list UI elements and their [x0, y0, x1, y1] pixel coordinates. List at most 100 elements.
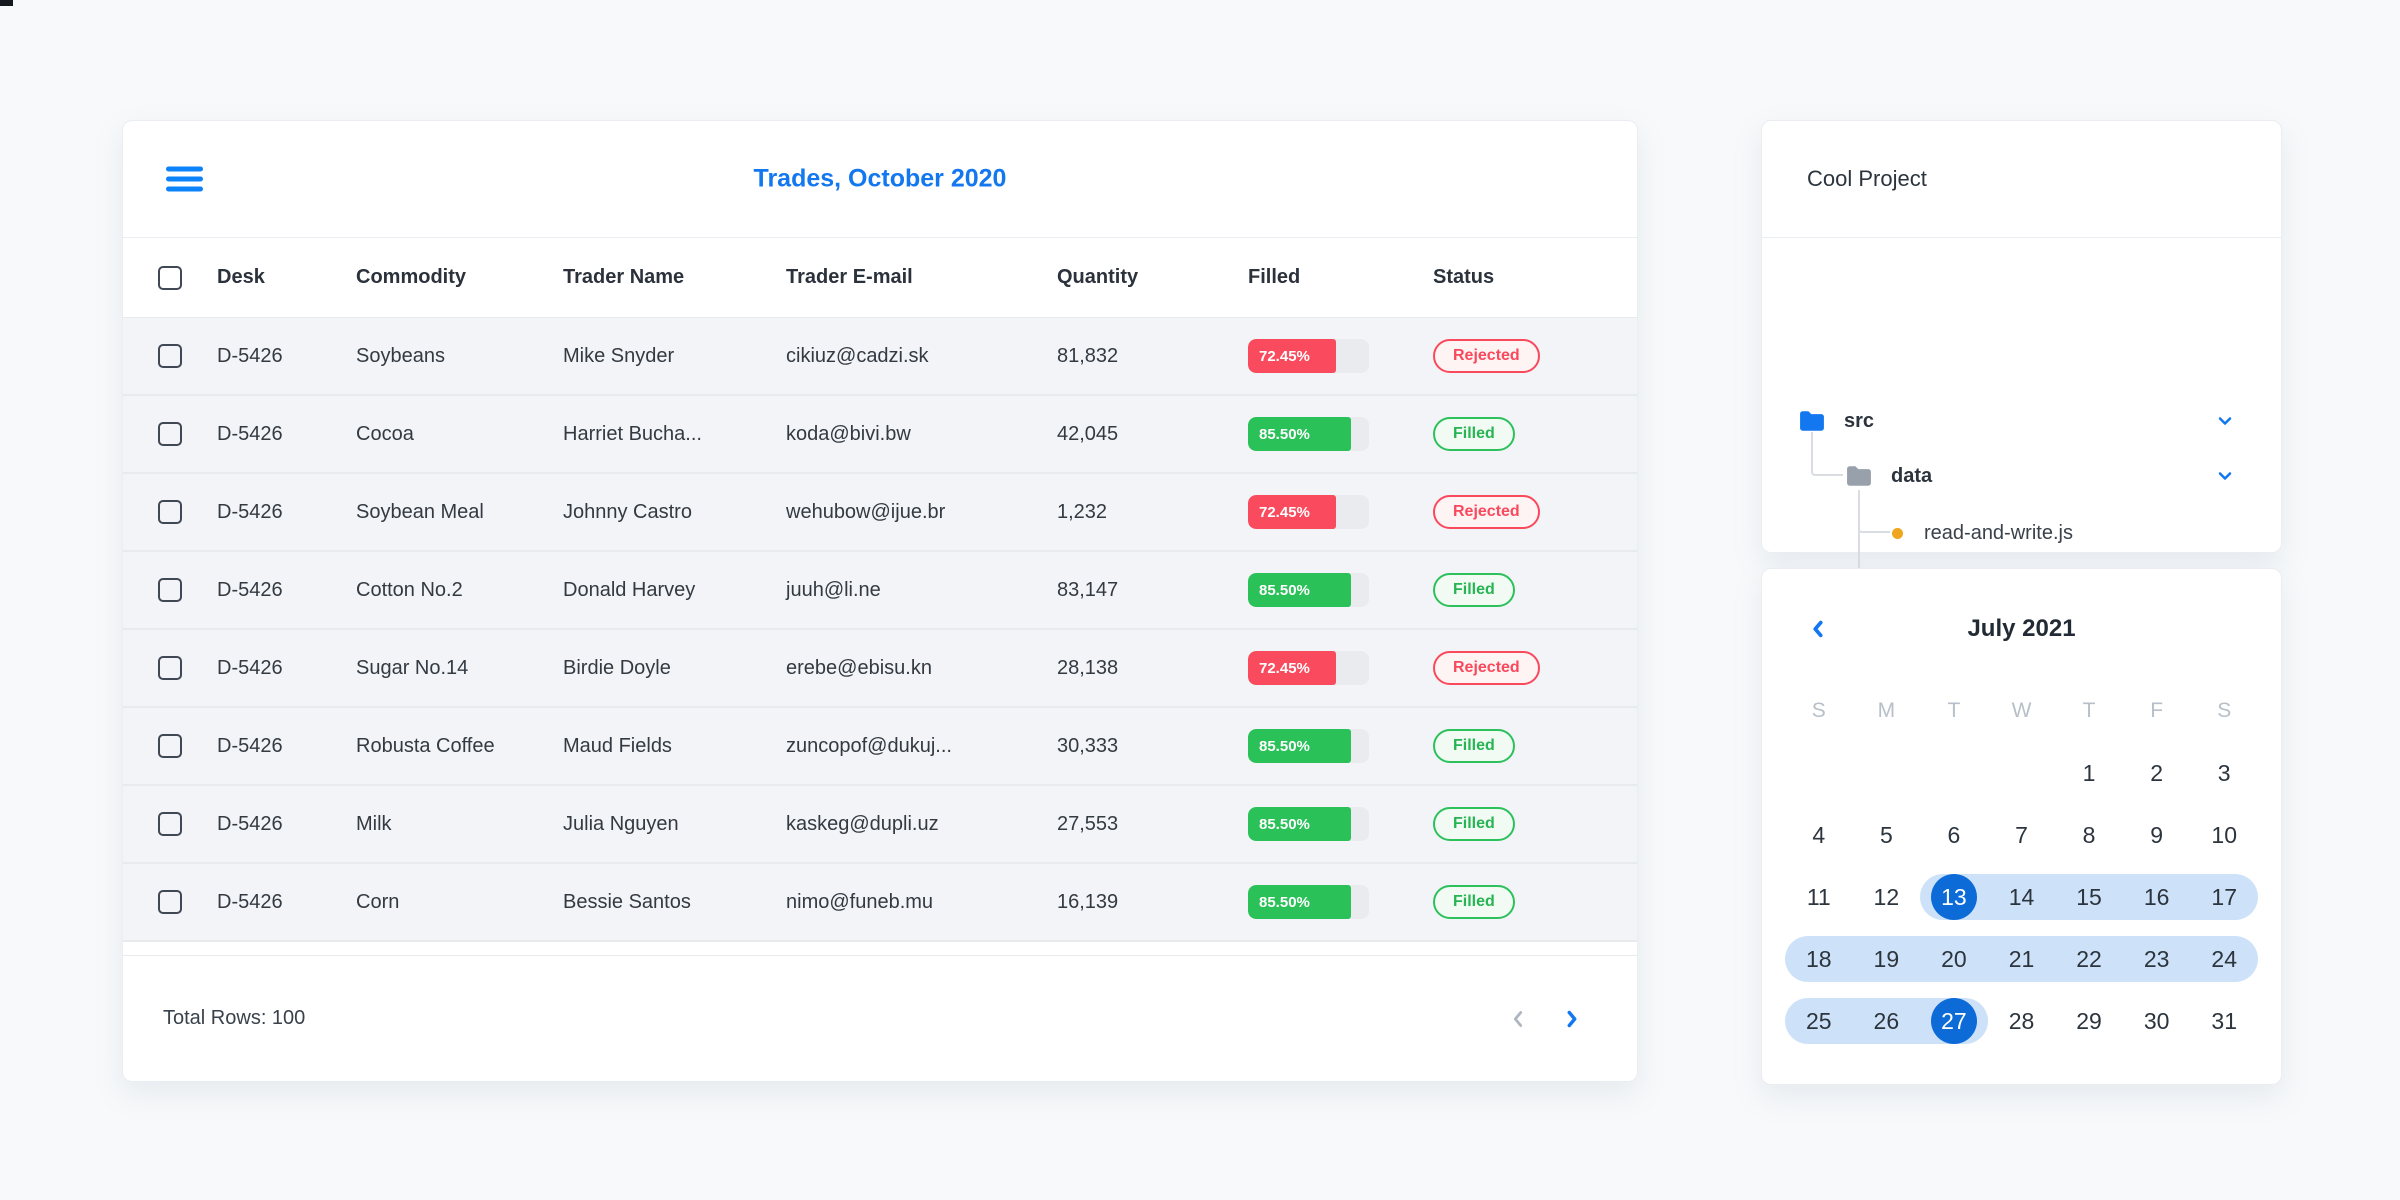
calendar-day[interactable]: 17 — [2190, 866, 2258, 928]
trades-card-title: Trades, October 2020 — [753, 164, 1007, 193]
calendar-week-row: 18 19 20 21 22 23 24 — [1785, 928, 2258, 990]
table-row: D-5426 Cotton No.2 Donald Harvey juuh@li… — [123, 552, 1637, 630]
calendar-day[interactable]: 2 — [2150, 759, 2164, 786]
filled-bar-fill: 72.45% — [1248, 495, 1336, 529]
cell-trader-name: Johnny Castro — [563, 500, 692, 523]
calendar-day[interactable]: 15 — [2055, 866, 2123, 928]
row-checkbox[interactable] — [158, 344, 182, 368]
calendar-day[interactable]: 27 — [1920, 990, 1988, 1052]
table-row: D-5426 Milk Julia Nguyen kaskeg@dupli.uz… — [123, 786, 1637, 864]
column-header-trader-name: Trader Name — [563, 266, 685, 288]
cell-desk: D-5426 — [217, 578, 283, 601]
column-header-commodity: Commodity — [356, 266, 466, 288]
filled-bar-fill: 85.50% — [1248, 417, 1352, 451]
tree-node-label[interactable]: data — [1891, 464, 1933, 487]
cell-desk: D-5426 — [217, 344, 283, 367]
row-checkbox[interactable] — [158, 734, 182, 758]
next-page-button[interactable] — [1559, 1006, 1585, 1032]
calendar-grid: 1 2 3 4 5 6 7 8 9 10 11 12 13 14 15 16 1… — [1762, 742, 2281, 1052]
chevron-down-icon[interactable] — [2215, 411, 2235, 431]
cell-commodity: Corn — [356, 890, 400, 913]
cell-desk: D-5426 — [217, 812, 283, 835]
calendar-day[interactable]: 21 — [1987, 928, 2056, 990]
filled-progress-bar: 85.50% — [1248, 573, 1369, 607]
calendar-day[interactable]: 20 — [1920, 928, 1988, 990]
calendar-day[interactable]: 16 — [2122, 866, 2191, 928]
calendar-week-row: 4 5 6 7 8 9 10 — [1785, 804, 2258, 866]
calendar-day[interactable]: 26 — [1852, 990, 1921, 1052]
calendar-day[interactable]: 12 — [1873, 883, 1900, 910]
cell-quantity: 27,553 — [1057, 812, 1119, 835]
weekday-label: F — [2150, 699, 2164, 722]
calendar-day[interactable]: 18 — [1785, 928, 1853, 990]
cell-trader-email: koda@bivi.bw — [786, 422, 911, 445]
table-row: D-5426 Soybeans Mike Snyder cikiuz@cadzi… — [123, 318, 1637, 396]
tree-node-data[interactable]: data — [1762, 453, 2281, 499]
calendar-day[interactable]: 23 — [2122, 928, 2191, 990]
calendar-day[interactable]: 3 — [2217, 759, 2231, 786]
select-all-checkbox[interactable] — [158, 265, 182, 290]
folder-icon — [1846, 465, 1872, 487]
calendar-header: July 2021 — [1762, 569, 2281, 689]
filled-progress-bar: 72.45% — [1248, 651, 1369, 685]
calendar-week-row: 11 12 13 14 15 16 17 — [1785, 866, 2258, 928]
calendar-day[interactable]: 8 — [2082, 821, 2096, 848]
calendar-day[interactable]: 11 — [1806, 883, 1831, 910]
row-checkbox[interactable] — [158, 812, 182, 836]
calendar-day[interactable]: 31 — [2211, 1007, 2237, 1034]
row-checkbox[interactable] — [158, 656, 182, 680]
project-card: Cool Project src data — [1761, 120, 2282, 601]
calendar-day[interactable]: 14 — [1987, 866, 2056, 928]
menu-hamburger-icon[interactable] — [166, 166, 203, 192]
cell-trader-name: Mike Snyder — [563, 344, 675, 367]
trades-card: Trades, October 2020 Desk Commodity Trad… — [122, 120, 1638, 1082]
row-checkbox[interactable] — [158, 890, 182, 914]
screen-artifact — [0, 0, 13, 6]
total-rows-label: Total Rows: 100 — [163, 1007, 306, 1029]
status-badge: Filled — [1433, 729, 1515, 763]
cell-commodity: Robusta Coffee — [356, 734, 495, 757]
calendar-day[interactable]: 10 — [2211, 821, 2237, 848]
calendar-day[interactable]: 9 — [2150, 821, 2164, 848]
calendar-day[interactable]: 29 — [2076, 1007, 2102, 1034]
calendar-day[interactable]: 24 — [2190, 928, 2258, 990]
calendar-day[interactable]: 7 — [2015, 821, 2028, 848]
calendar-day — [1853, 742, 1921, 804]
calendar-day[interactable]: 28 — [2008, 1007, 2035, 1034]
tree-file-read-and-write[interactable]: read-and-write.js — [1762, 510, 2281, 556]
calendar-day[interactable]: 22 — [2055, 928, 2123, 990]
calendar-day[interactable]: 13 — [1920, 866, 1988, 928]
tree-file-label[interactable]: read-and-write.js — [1924, 521, 2073, 544]
calendar-day[interactable]: 25 — [1785, 990, 1853, 1052]
calendar-day[interactable]: 5 — [1879, 821, 1893, 848]
row-checkbox[interactable] — [158, 422, 182, 446]
row-checkbox[interactable] — [158, 500, 182, 524]
cell-trader-name: Maud Fields — [563, 734, 672, 757]
calendar-day[interactable]: 4 — [1812, 821, 1826, 848]
tree-node-label[interactable]: src — [1844, 409, 1875, 432]
filled-bar-fill: 85.50% — [1248, 729, 1352, 763]
tree-node-src[interactable]: src — [1762, 398, 2281, 444]
cell-trader-name: Birdie Doyle — [563, 656, 671, 679]
cell-quantity: 1,232 — [1057, 500, 1108, 523]
chevron-down-icon[interactable] — [2215, 466, 2235, 486]
column-header-quantity: Quantity — [1057, 266, 1139, 288]
calendar-day[interactable]: 1 — [2082, 759, 2096, 786]
chevron-left-icon — [1813, 620, 1823, 638]
calendar-day[interactable]: 19 — [1852, 928, 1921, 990]
calendar-day — [1920, 742, 1988, 804]
table-bottom-spacer — [123, 942, 1637, 955]
filled-bar-fill: 72.45% — [1248, 651, 1336, 685]
table-row: D-5426 Cocoa Harriet Bucha... koda@bivi.… — [123, 396, 1637, 474]
weekday-label: T — [2082, 699, 2096, 722]
row-checkbox[interactable] — [158, 578, 182, 602]
calendar-day[interactable]: 30 — [2143, 1007, 2170, 1034]
table-row: D-5426 Robusta Coffee Maud Fields zuncop… — [123, 708, 1637, 786]
calendar-day[interactable]: 6 — [1947, 821, 1961, 848]
filled-progress-bar: 72.45% — [1248, 339, 1369, 373]
column-header-desk: Desk — [217, 266, 265, 288]
prev-page-button[interactable] — [1505, 1006, 1531, 1032]
cell-commodity: Cocoa — [356, 422, 414, 445]
status-badge: Rejected — [1433, 651, 1540, 685]
prev-month-button[interactable] — [1807, 618, 1829, 640]
